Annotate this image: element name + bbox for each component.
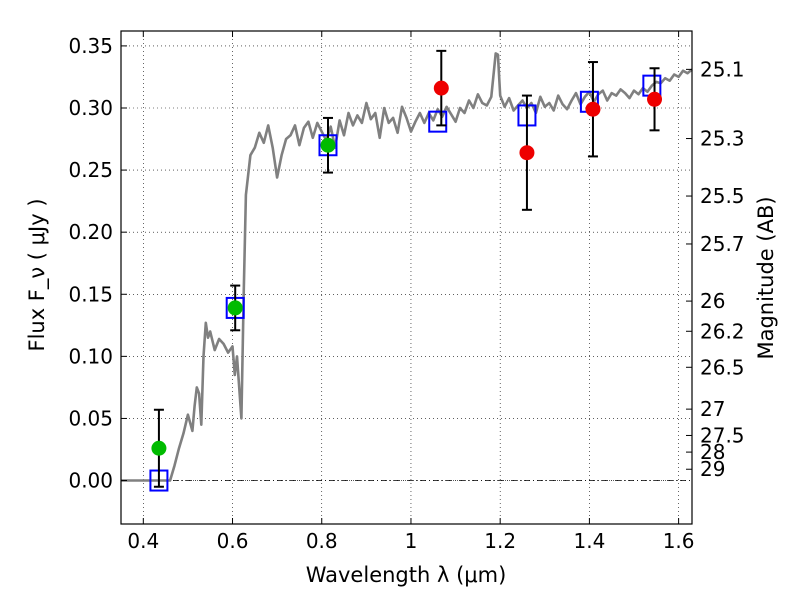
y-axis-label-right: Magnitude (AB) <box>754 196 778 359</box>
y-tick-label: 0.25 <box>68 158 113 182</box>
observed-red-point <box>647 91 663 107</box>
x-tick-label: 0.4 <box>127 529 159 553</box>
y-tick-label: 0.20 <box>68 220 113 244</box>
y-tick-label: 0.35 <box>68 34 113 58</box>
magnitude-tick-label: 26.5 <box>700 355 745 379</box>
y-tick-label: 0.15 <box>68 282 113 306</box>
x-tick-label: 1.4 <box>573 529 605 553</box>
x-tick-label: 0.6 <box>217 529 249 553</box>
magnitude-tick-label: 25.5 <box>700 184 745 208</box>
magnitude-tick-label: 26.2 <box>700 319 745 343</box>
axis-ticks <box>121 31 692 524</box>
observed-green-point <box>227 300 243 316</box>
x-tick-label: 0.8 <box>306 529 338 553</box>
y-tick-label: 0.30 <box>68 96 113 120</box>
y-tick-label: 0.10 <box>68 344 113 368</box>
x-tick-labels: 0.4 0.6 0.8 1 1.2 1.4 1.6 <box>127 529 694 553</box>
magnitude-tick-label: 25.3 <box>700 127 745 151</box>
observed-green-point <box>320 137 336 153</box>
x-axis-label: Wavelength λ (μm) <box>306 563 507 587</box>
magnitude-tick-label: 25.7 <box>700 232 745 256</box>
axes-frame <box>120 30 693 525</box>
model-photometry-square <box>428 110 448 133</box>
x-tick-label: 1.2 <box>484 529 516 553</box>
observed-red-point <box>433 80 449 96</box>
observed-red-point <box>519 145 535 161</box>
y-tick-labels: 0.00 0.05 0.10 0.15 0.20 0.25 0.30 0.35 <box>68 34 113 493</box>
y-axis-label: Flux F_ν ( μJy ) <box>25 198 50 351</box>
magnitude-tick-label: 29 <box>700 457 725 481</box>
magnitude-tick-label: 27 <box>700 397 725 421</box>
x-tick-label: 1 <box>405 529 418 553</box>
magnitude-tick-label: 25.1 <box>700 57 745 81</box>
magnitude-tick-label: 28 <box>700 440 725 464</box>
plot-content <box>121 49 693 492</box>
x-tick-label: 1.6 <box>663 529 695 553</box>
magnitude-tick-label: 27.5 <box>700 423 745 447</box>
y-tick-label: 0.05 <box>68 406 113 430</box>
observed-red-point <box>585 101 601 117</box>
magnitude-tick-label: 26 <box>700 289 725 313</box>
y-tick-label: 0.00 <box>68 469 113 493</box>
observed-green-point <box>151 440 167 456</box>
